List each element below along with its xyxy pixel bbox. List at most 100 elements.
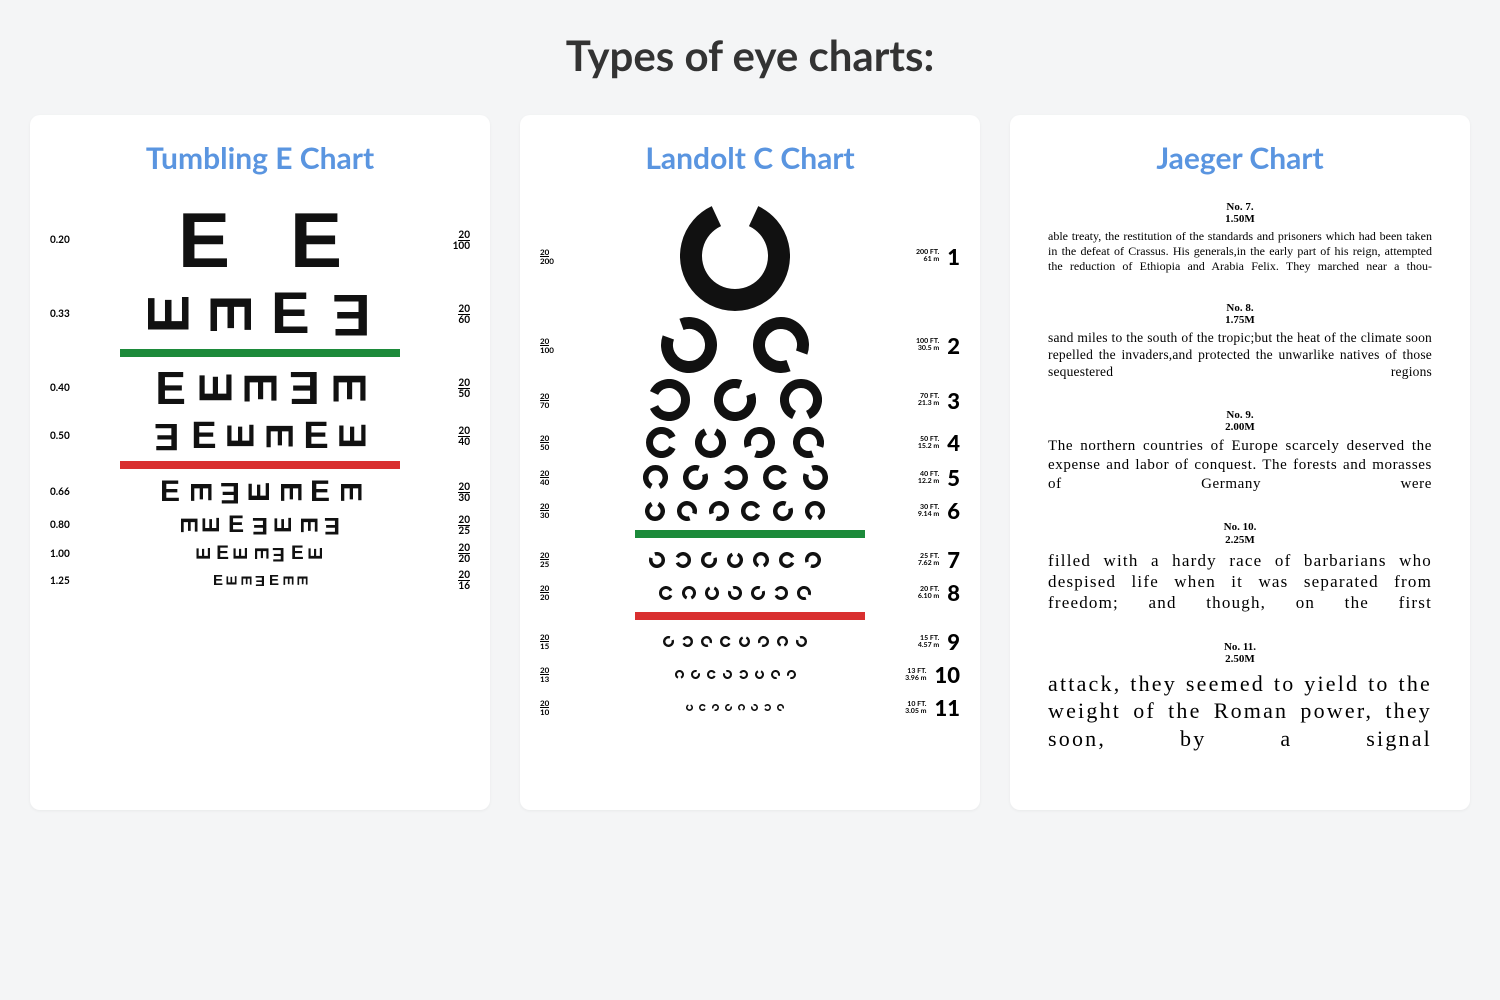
row-left-label: 2040 bbox=[540, 469, 580, 486]
glyph-c bbox=[755, 670, 764, 679]
jaeger-entry: No. 7.1.50Mable treaty, the restitution … bbox=[1048, 201, 1432, 274]
row-right-label: 2050 bbox=[430, 378, 470, 399]
glyph-c bbox=[773, 501, 793, 521]
glyph-e: E bbox=[324, 513, 340, 537]
glyph-c bbox=[753, 317, 809, 373]
glyph-c bbox=[686, 704, 693, 711]
glyph-e: E bbox=[237, 373, 283, 404]
row-right-label: 2025 bbox=[430, 515, 470, 536]
glyph-e: E bbox=[260, 423, 298, 448]
glyph-e: E bbox=[140, 295, 198, 334]
jaeger-entry-text: sand miles to the south of the tropic;bu… bbox=[1048, 330, 1432, 381]
glyph-e: E bbox=[185, 482, 215, 502]
glyph-c bbox=[723, 465, 748, 490]
landolt-c-row: 203030 FT.9.14 m6 bbox=[540, 497, 960, 524]
landolt-c-row: 205050 FT.15.2 m4 bbox=[540, 427, 960, 458]
row-left-label: 0.66 bbox=[50, 486, 90, 498]
glyph-c bbox=[701, 552, 717, 568]
glyph-c bbox=[739, 670, 748, 679]
divider-bar bbox=[120, 349, 400, 357]
glyph-c bbox=[774, 586, 788, 600]
row-right-label: 10 FT.3.05 m11 bbox=[890, 694, 960, 721]
glyph-c bbox=[738, 704, 745, 711]
glyph-c bbox=[683, 465, 708, 490]
glyph-e: E bbox=[191, 417, 216, 455]
row-right-label: 15 FT.4.57 m9 bbox=[890, 628, 960, 655]
glyph-c bbox=[764, 704, 771, 711]
row-left-label: 0.40 bbox=[50, 382, 90, 394]
card-title-jaeger: Jaeger Chart bbox=[1030, 140, 1450, 176]
row-left-label: 2020 bbox=[540, 584, 580, 601]
glyph-e: E bbox=[271, 285, 310, 343]
glyph-c bbox=[701, 636, 712, 647]
row-left-label: 2030 bbox=[540, 502, 580, 519]
glyph-e: E bbox=[289, 365, 320, 411]
glyph-c bbox=[682, 636, 693, 647]
row-right-label: 25 FT.7.62 m7 bbox=[890, 546, 960, 573]
glyph-c bbox=[695, 427, 726, 458]
glyph-e: E bbox=[275, 482, 305, 502]
card-jaeger: Jaeger Chart No. 7.1.50Mable treaty, the… bbox=[1010, 115, 1470, 810]
tumbling-e-row: 0.20EE20100 bbox=[50, 201, 470, 279]
row-left-label: 1.00 bbox=[50, 548, 90, 560]
glyph-e: E bbox=[155, 365, 186, 411]
glyph-e: E bbox=[332, 285, 371, 343]
jaeger-entry-text: able treaty, the restitution of the stan… bbox=[1048, 229, 1432, 274]
glyph-e: E bbox=[178, 201, 230, 279]
card-tumbling-e: Tumbling E Chart 0.20EE201000.33EEEE2060… bbox=[30, 115, 490, 810]
row-left-label: 0.20 bbox=[50, 234, 90, 246]
row-right-label: 2030 bbox=[430, 482, 470, 503]
row-left-label: 2010 bbox=[540, 699, 580, 716]
divider-bar bbox=[635, 530, 865, 538]
cards-row: Tumbling E Chart 0.20EE201000.33EEEE2060… bbox=[25, 115, 1475, 810]
glyph-c bbox=[741, 501, 761, 521]
jaeger-entry-text: attack, they seemed to yield to the weig… bbox=[1048, 670, 1432, 753]
glyph-c bbox=[753, 552, 769, 568]
tumbling-e-row: 0.33EEEE2060 bbox=[50, 285, 470, 343]
tumbling-e-chart: 0.20EE201000.33EEEE20600.40EEEEE20500.50… bbox=[50, 201, 470, 591]
tumbling-e-row: 1.25EEEEEEE2016 bbox=[50, 570, 470, 591]
glyph-e: E bbox=[296, 517, 320, 533]
jaeger-entry: No. 10.2.25Mfilled with a hardy race of … bbox=[1048, 521, 1432, 613]
card-landolt-c: Landolt C Chart 20200200 FT.61 m12010010… bbox=[520, 115, 980, 810]
landolt-c-row: 201515 FT.4.57 m9 bbox=[540, 628, 960, 655]
glyph-c bbox=[707, 670, 716, 679]
glyph-e: E bbox=[272, 544, 285, 563]
tumbling-e-row: 0.50EEEEEE2040 bbox=[50, 417, 470, 455]
row-right-label: 200 FT.61 m1 bbox=[890, 243, 960, 270]
glyph-e: E bbox=[220, 477, 240, 507]
glyph-c bbox=[771, 670, 780, 679]
landolt-c-row: 2010 10 FT.3.05 m11 bbox=[540, 694, 960, 721]
glyph-e: E bbox=[222, 423, 260, 448]
glyph-c bbox=[663, 636, 674, 647]
row-right-label: 100 FT.30.5 m2 bbox=[890, 332, 960, 359]
row-right-label: 70 FT.21.3 m3 bbox=[890, 387, 960, 414]
glyph-e: E bbox=[272, 517, 296, 533]
glyph-e: E bbox=[232, 547, 251, 560]
jaeger-entry: No. 9.2.00MThe northern countries of Eur… bbox=[1048, 409, 1432, 493]
landolt-c-row: 201313 FT.3.96 m10 bbox=[540, 661, 960, 688]
glyph-c bbox=[758, 636, 769, 647]
row-left-label: 0.33 bbox=[50, 308, 90, 320]
row-right-label: 20100 bbox=[430, 230, 470, 251]
glyph-c bbox=[723, 670, 732, 679]
glyph-c bbox=[751, 586, 765, 600]
glyph-c bbox=[691, 670, 700, 679]
tumbling-e-row: 1.00EEEEEEE2020 bbox=[50, 543, 470, 564]
glyph-e: E bbox=[160, 477, 180, 507]
glyph-c bbox=[739, 636, 750, 647]
row-left-label: 2050 bbox=[540, 434, 580, 451]
glyph-c bbox=[646, 427, 677, 458]
row-right-label: 40 FT.12.2 m5 bbox=[890, 464, 960, 491]
glyph-c bbox=[675, 552, 691, 568]
row-right-label: 20 FT.6.10 m8 bbox=[890, 579, 960, 606]
glyph-e: E bbox=[269, 573, 279, 588]
row-left-label: 0.80 bbox=[50, 519, 90, 531]
glyph-e: E bbox=[295, 575, 310, 585]
glyph-c bbox=[648, 379, 690, 421]
row-left-label: 2025 bbox=[540, 551, 580, 568]
glyph-c bbox=[797, 586, 811, 600]
glyph-c bbox=[727, 552, 743, 568]
glyph-c bbox=[728, 586, 742, 600]
divider-bar bbox=[635, 612, 865, 620]
